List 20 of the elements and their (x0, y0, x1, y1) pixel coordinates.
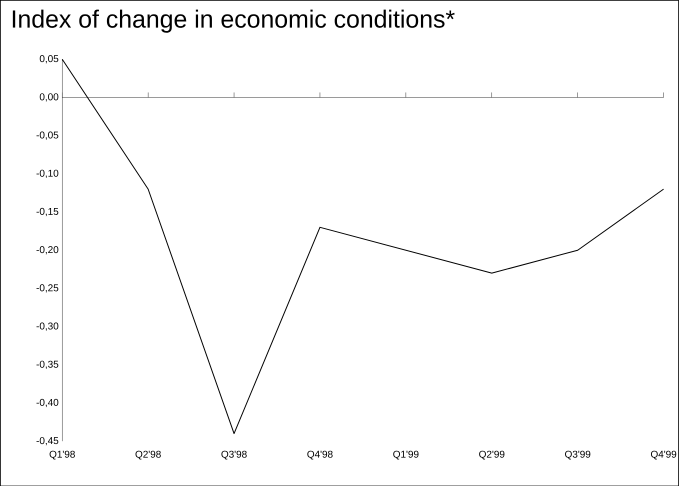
y-tick-label: -0,10 (36, 169, 58, 178)
x-tick-label: Q3'99 (565, 450, 590, 460)
x-tick-label: Q2'99 (479, 450, 504, 460)
y-tick-label: -0,35 (36, 360, 58, 369)
y-tick-label: -0,20 (36, 246, 58, 254)
y-tick-label: -0,15 (36, 208, 58, 216)
y-tick-label: -0,05 (36, 131, 58, 140)
x-tick-label: Q3'98 (221, 450, 247, 460)
y-tick-label: -0,25 (36, 284, 58, 292)
chart-title: Index of change in economic conditions* (12, 9, 455, 32)
y-tick-label: 0,05 (40, 54, 58, 64)
y-tick-label: -0,45 (36, 436, 58, 446)
x-tick-label: Q1'98 (50, 450, 75, 460)
y-tick-label: -0,40 (36, 398, 58, 407)
x-tick-label: Q4'98 (307, 450, 333, 460)
y-tick-label: -0,30 (36, 322, 58, 330)
x-tick-label: Q4'99 (650, 450, 676, 460)
y-tick-label: 0,00 (40, 93, 58, 102)
x-tick-label: Q1'99 (393, 450, 419, 460)
x-tick-label: Q2'98 (136, 450, 161, 460)
